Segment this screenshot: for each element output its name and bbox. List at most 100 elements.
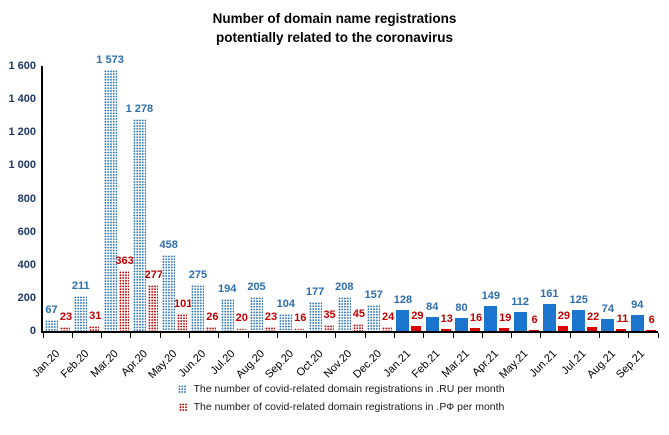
bar-value-label-rf-Mar.20: 363 xyxy=(115,254,134,267)
bar-ru-Jan.21 xyxy=(396,309,410,331)
bar-value-label-ru-May.21: 112 xyxy=(511,296,529,309)
bar-value-label-rf-Jul.21: 22 xyxy=(587,311,600,324)
x-axis-label-May.20: May.20 xyxy=(145,347,180,382)
x-axis-label-Mar.21: Mar.21 xyxy=(439,347,472,381)
bar-rf-Jun.21 xyxy=(557,326,568,331)
bar-rf-Nov.20 xyxy=(352,323,363,331)
bar-ru-Sep.20 xyxy=(279,313,293,331)
legend: The number of covid-related domain regis… xyxy=(0,383,669,413)
bar-rf-Jul.20 xyxy=(235,327,246,331)
bar-value-label-ru-Mar.20: 1 573 xyxy=(96,54,124,67)
bar-ru-Apr.21 xyxy=(484,306,498,331)
bar-value-label-ru-Jul.21: 125 xyxy=(569,294,588,307)
bar-value-label-ru-Jan.21: 128 xyxy=(393,293,413,306)
y-tick-label-600: 600 xyxy=(17,225,36,238)
bar-value-label-ru-Oct.20: 177 xyxy=(305,285,325,298)
bar-rf-Aug.20 xyxy=(265,327,275,331)
bar-ru-Aug.20 xyxy=(250,297,263,331)
plot-area: 67 23 211 31 1 573 363 1 278 277 458 101 275 26 194 2… xyxy=(41,54,658,333)
x-tick xyxy=(628,333,630,338)
bar-ru-Apr.20 xyxy=(132,119,146,331)
bar-value-label-rf-Oct.20: 35 xyxy=(323,309,336,322)
bar-value-label-ru-Apr.20: 1 278 xyxy=(125,103,154,116)
x-tick xyxy=(306,333,308,338)
rf-series-swatch-icon xyxy=(178,403,187,411)
bar-value-label-rf-Aug.20: 23 xyxy=(264,311,278,324)
bar-ru-Sep.21 xyxy=(630,315,644,331)
x-tick xyxy=(598,333,600,338)
bar-value-label-rf-Sep.21: 6 xyxy=(648,314,655,326)
x-axis-label-Apr.21: Apr.21 xyxy=(470,347,502,379)
y-tick-label-1600: 1 600 xyxy=(8,60,36,72)
bar-value-label-ru-Sep.20: 104 xyxy=(276,297,295,310)
bar-rf-Feb.20 xyxy=(89,325,100,331)
y-tick-label-200: 200 xyxy=(17,291,36,304)
chart-title-line2: potentially related to the coronavirus xyxy=(215,30,454,45)
bar-value-label-ru-Feb.20: 211 xyxy=(71,280,90,293)
bar-ru-Feb.21 xyxy=(425,317,439,331)
x-axis-label-Sep.20: Sep.20 xyxy=(263,347,297,381)
bar-ru-May.21 xyxy=(513,312,527,331)
y-tick-label-0: 0 xyxy=(29,325,36,337)
legend-label-ru: The number of covid-related domain regis… xyxy=(193,383,505,395)
x-tick xyxy=(540,333,542,338)
bar-ru-Feb.20 xyxy=(74,296,88,331)
bar-rf-Apr.21 xyxy=(499,327,510,331)
x-axis-label-Feb.20: Feb.20 xyxy=(58,347,92,381)
bar-value-label-rf-Feb.20: 31 xyxy=(89,309,102,322)
bar-rf-Oct.20 xyxy=(323,325,334,331)
x-axis-label-Jun.20: Jun.20 xyxy=(176,347,209,380)
bar-value-label-ru-Nov.20: 208 xyxy=(335,280,354,293)
x-tick xyxy=(569,333,571,338)
bar-ru-Aug.21 xyxy=(601,318,615,331)
x-axis-label-Oct.20: Oct.20 xyxy=(294,347,326,380)
bar-value-label-rf-Apr.21: 19 xyxy=(499,311,512,324)
y-tick-label-800: 800 xyxy=(17,192,36,205)
bar-ru-May.20 xyxy=(162,255,176,331)
x-axis-label-Aug.21: Aug.21 xyxy=(585,347,619,381)
x-tick xyxy=(511,333,513,338)
x-axis-label-Jan.21: Jan.21 xyxy=(381,347,414,380)
bar-value-label-rf-May.20: 101 xyxy=(173,298,193,311)
x-tick xyxy=(657,333,659,338)
chart-title: Number of domain name registrations pote… xyxy=(0,9,669,47)
bar-ru-Nov.20 xyxy=(337,296,351,331)
x-axis-label-Mar.20: Mar.20 xyxy=(88,347,121,381)
bar-ru-Jan.20 xyxy=(45,319,58,331)
bar-rf-Aug.21 xyxy=(616,329,627,331)
bar-value-label-rf-Jan.20: 23 xyxy=(59,311,73,324)
bar-ru-Jun.21 xyxy=(542,304,556,331)
x-tick xyxy=(101,333,103,338)
bar-value-label-ru-Aug.20: 205 xyxy=(247,281,266,294)
bar-value-label-ru-Jan.20: 67 xyxy=(45,303,58,316)
x-axis-label-May.21: May.21 xyxy=(497,347,531,382)
bar-value-label-ru-Apr.21: 149 xyxy=(481,290,500,303)
bar-rf-Sep.20 xyxy=(294,328,305,331)
bar-rf-Jan.20 xyxy=(60,327,70,331)
bar-value-label-ru-Jun.20: 275 xyxy=(188,269,208,282)
bar-rf-Apr.20 xyxy=(147,285,158,331)
bar-value-label-ru-Sep.21: 94 xyxy=(631,299,644,312)
bar-value-label-ru-Jul.20: 194 xyxy=(218,282,237,295)
bar-value-label-ru-Aug.21: 74 xyxy=(601,302,615,315)
y-tick-label-1000: 1 000 xyxy=(8,159,36,172)
x-axis-labels: Jan.20 Feb.20 Mar.20 Apr.20 May.20 Jun.20 Jul.… xyxy=(30,338,658,382)
bar-value-label-rf-Mar.21: 16 xyxy=(469,312,483,325)
x-axis-label-Apr.20: Apr.20 xyxy=(118,347,150,379)
x-tick xyxy=(130,333,132,338)
legend-item-rf: The number of covid-related domain regis… xyxy=(178,401,504,413)
bar-value-label-ru-Dec.20: 157 xyxy=(364,289,383,301)
y-axis-labels: 0 200 400 600 800 1 000 1 200 1 400 1 600 xyxy=(0,60,36,337)
bar-rf-Jan.21 xyxy=(411,326,422,331)
bar-ru-Jul.20 xyxy=(220,298,234,331)
bar-value-label-rf-Feb.21: 13 xyxy=(440,312,453,325)
x-tick xyxy=(335,333,337,338)
x-tick xyxy=(481,333,483,338)
bar-rf-Jul.21 xyxy=(587,327,598,331)
bar-ru-Jun.20 xyxy=(191,285,205,331)
bar-rf-May.20 xyxy=(177,314,188,331)
y-tick-label-1400: 1 400 xyxy=(8,93,36,106)
bar-value-label-ru-May.20: 458 xyxy=(159,239,178,252)
bar-rf-Sep.21 xyxy=(645,330,656,331)
bar-value-label-ru-Jun.21: 161 xyxy=(540,288,559,301)
